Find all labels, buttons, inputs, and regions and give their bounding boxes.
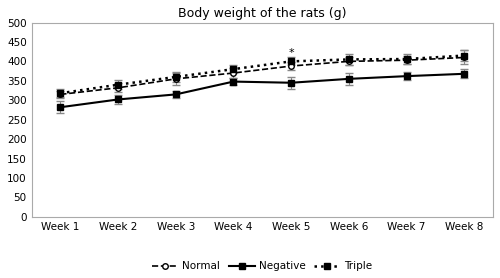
Legend: Normal, Negative, Triple: Normal, Negative, Triple [148,257,376,275]
Text: *: * [288,48,294,58]
Title: Body weight of the rats (g): Body weight of the rats (g) [178,7,346,20]
